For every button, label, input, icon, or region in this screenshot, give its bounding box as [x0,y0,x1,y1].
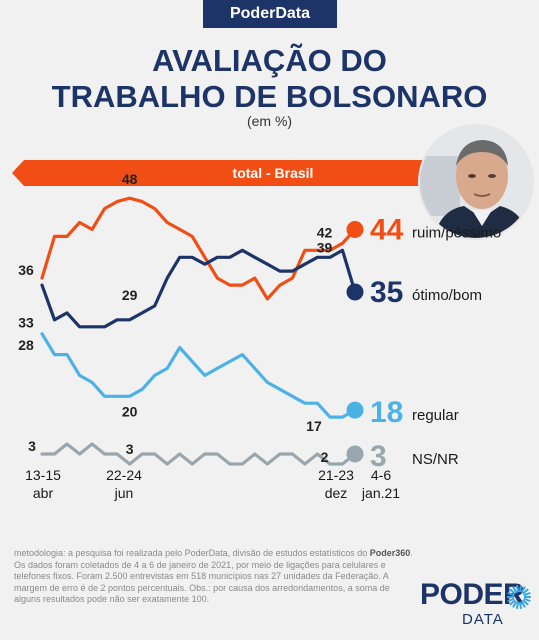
series-name-regular: regular [412,407,459,424]
sunburst-ray [522,588,529,595]
series-line-regular [40,332,357,419]
data-label-regular: 33 [18,315,34,331]
sunburst-icon [507,585,531,609]
final-value-otimo-bom: 35 [370,276,403,309]
portrait-photo [418,124,534,240]
data-label-ns-nr: 3 [28,438,36,454]
poderdata-logo: PODER DATA [420,578,531,638]
banner-label: total - Brasil [232,165,314,181]
sunburst-ray [515,585,520,593]
subtitle: (em %) [246,113,293,129]
end-point-regular [346,401,364,419]
data-label-regular: 17 [306,418,322,434]
data-label-otimo-bom: 29 [122,287,138,303]
sunburst-ray [523,597,531,603]
title-line-1: AVALIAÇÃO DO [152,43,387,78]
sunburst-ray [520,586,526,594]
banner-shape [0,160,432,186]
end-point-otimo-bom [346,283,364,301]
data-label-ns-nr: 3 [126,441,134,457]
end-point-ns-nr [346,445,364,463]
series-name-ruim-pessimo: ruim/péssimo [412,224,501,241]
brand-badge: PoderData [203,0,337,28]
title-line-2: TRABALHO DE BOLSONARO [51,79,488,114]
x-tick-label: 4-6 jan.21 [361,467,400,501]
sunburst-ray [522,599,529,606]
final-value-regular: 18 [370,396,403,429]
methodology-text-1: metodologia: a pesquisa foi realizada pe… [14,548,370,558]
final-value-ruim-pessimo: 44 [370,213,404,246]
series-name-otimo-bom: ótimo/bom [412,287,482,304]
methodology-bold: Poder360 [369,548,411,558]
banner-bar [0,160,432,186]
data-label-ruim-pessimo: 42 [317,224,333,240]
x-tick-label: 13-15 abr [25,467,61,501]
data-label-regular: 20 [122,403,138,419]
sunburst-ray [518,585,523,593]
sunburst-ray [512,586,518,594]
data-label-ruim-pessimo: 48 [122,171,138,187]
sunburst-ray [523,591,531,597]
methodology-text-2: . Os dados foram coletados de 4 a 6 de j… [14,548,413,604]
series-line-otimo-bom [40,248,357,329]
data-label-otimo-bom: 39 [317,239,333,255]
logo-data-text: DATA [462,611,504,628]
x-tick-label: 22-24 jun [106,467,142,501]
sunburst-ray [507,597,515,603]
methodology-note: metodologia: a pesquisa foi realizada pe… [14,548,414,606]
sunburst-ray [507,591,515,597]
logo-poder-text: PODER [420,578,525,611]
sunburst-ray [520,600,526,608]
sunburst-ray [518,601,523,609]
final-value-ns-nr: 3 [370,440,387,473]
sunburst-ray [515,601,520,609]
data-label-otimo-bom: 36 [18,262,34,278]
sunburst-ray [512,600,518,608]
brand-text: PoderData [229,5,311,22]
sunburst-ray [509,599,516,606]
sunburst-ray [509,588,516,595]
series-line-ruim-pessimo [40,196,357,301]
series-line-ns-nr [40,442,357,466]
x-tick-label: 21-23 dez [318,467,354,501]
series-name-ns-nr: NS/NR [412,451,459,468]
banner-arrow [0,160,24,186]
data-label-ns-nr: 2 [321,449,329,465]
end-point-ruim-pessimo [346,220,364,238]
data-label-extra: 28 [18,337,34,353]
